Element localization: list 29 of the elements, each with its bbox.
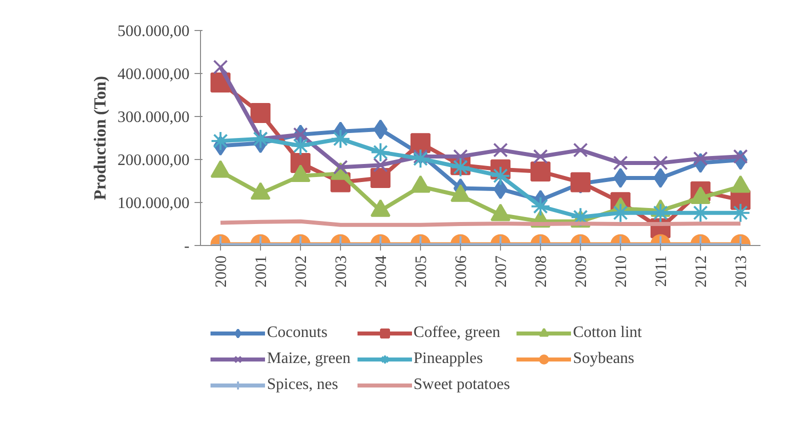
x-tick-label: 2002 (293, 256, 310, 288)
x-tick-label: 2003 (333, 256, 350, 288)
x-tick-label: 2007 (493, 256, 510, 288)
x-tick-label: 2013 (733, 256, 750, 288)
y-tick-label: 400.000,00 (118, 66, 190, 83)
legend-label: Soybeans (572, 350, 634, 368)
legend-label: Pineapples (414, 350, 483, 368)
y-axis-title: Production (Ton) (90, 76, 110, 200)
legend-label: Coffee, green (414, 324, 500, 342)
legend-label: Maize, green (267, 350, 351, 368)
y-tick-label: 100.000,00 (118, 195, 190, 212)
x-tick-label: 2011 (653, 256, 670, 287)
legend-label: Cotton lint (572, 324, 642, 342)
x-tick-label: 2004 (373, 256, 390, 288)
y-tick-label: 300.000,00 (118, 109, 190, 126)
x-tick-label: 2010 (613, 256, 630, 288)
y-tick-label: 500.000,00 (118, 23, 190, 40)
y-tick-label: 200.000,00 (118, 152, 190, 169)
legend-label: Coconuts (267, 324, 328, 342)
x-tick-label: 2000 (213, 256, 230, 288)
y-tick-label: - (184, 238, 190, 255)
legend-label: Sweet potatoes (414, 376, 510, 394)
x-tick-label: 2009 (573, 256, 590, 288)
x-tick-label: 2006 (453, 256, 470, 288)
x-tick-label: 2008 (533, 256, 550, 288)
x-tick-label: 2005 (413, 256, 430, 288)
x-tick-label: 2012 (693, 256, 710, 288)
x-tick-label: 2001 (253, 256, 270, 288)
legend-label: Spices, nes (267, 376, 338, 394)
